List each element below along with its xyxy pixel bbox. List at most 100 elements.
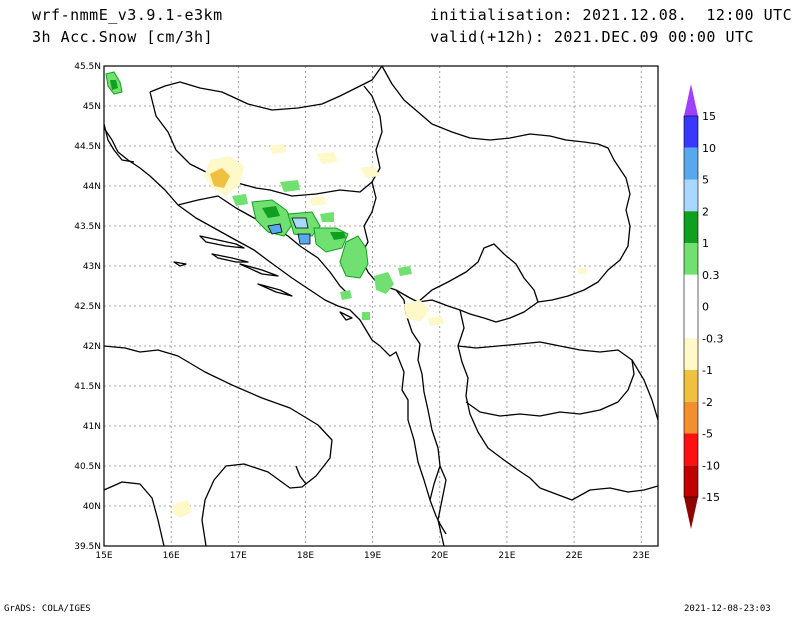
colorbar-swatch — [684, 211, 698, 243]
colorbar-swatch — [684, 147, 698, 180]
snow-patch — [330, 232, 346, 240]
lat-tick-label: 42N — [83, 342, 101, 352]
colorbar-frame — [683, 115, 699, 498]
snow-patch — [297, 233, 311, 245]
map-gridlines — [104, 66, 658, 546]
italy-heel — [295, 465, 307, 485]
island — [173, 261, 187, 267]
north-border — [149, 66, 383, 111]
colorbar-swatch — [684, 338, 698, 370]
lat-tick-label: 45N — [83, 102, 101, 112]
lat-tick-label: 43N — [83, 262, 101, 272]
lon-tick-label: 22E — [565, 551, 582, 561]
lon-tick-label: 23E — [633, 551, 650, 561]
valid-time: valid(+12h): 2021.DEC.09 00:00 UTC — [430, 28, 755, 46]
border-kosovo — [417, 243, 539, 323]
snow-accumulation-shading — [105, 71, 586, 518]
colorbar-swatch — [684, 401, 698, 434]
border-greece-bulgaria — [631, 359, 658, 421]
greek-coast — [539, 485, 658, 501]
lat-tick-label: 44.5N — [74, 142, 101, 152]
island — [211, 253, 249, 263]
adriatic-east-coastline — [104, 127, 447, 535]
snow-patch — [428, 316, 444, 326]
colorbar-label: 5 — [702, 174, 709, 187]
colorbar-swatch — [684, 243, 698, 275]
snow-patch — [310, 196, 326, 206]
snow-patch — [270, 144, 286, 154]
snow-patch — [280, 180, 300, 192]
island — [199, 235, 245, 249]
snow-patch — [398, 266, 412, 276]
colorbar-label: -2 — [702, 396, 713, 409]
italy-coastline — [104, 345, 333, 546]
lat-tick-label: 44N — [83, 182, 101, 192]
colorbar-label: 1 — [702, 237, 709, 250]
lon-tick-label: 21E — [498, 551, 515, 561]
colorbar-swatch — [684, 274, 698, 307]
snow-patch — [110, 80, 118, 90]
lat-tick-label: 40.5N — [74, 462, 101, 472]
colorbar-swatch — [684, 84, 698, 116]
init-time: initialisation: 2021.12.08. 12:00 UTC — [430, 6, 793, 24]
snow-patch — [251, 199, 295, 237]
coastlines-borders — [104, 66, 658, 546]
corfu-area — [437, 465, 447, 546]
credit-label: GrADS: COLA/IGES — [4, 604, 91, 614]
lon-tick-label: 16E — [163, 551, 180, 561]
snow-patch — [362, 312, 370, 320]
snow-patch — [374, 272, 394, 294]
snow-patch — [172, 500, 192, 518]
colorbar-label: 0 — [702, 301, 709, 314]
lat-tick-label: 42.5N — [74, 302, 101, 312]
border-north-macedonia — [457, 341, 635, 417]
colorbar-swatch — [684, 497, 698, 529]
lat-tick-label: 45.5N — [74, 62, 101, 72]
lon-tick-label: 18E — [297, 551, 314, 561]
lat-tick-label: 39.5N — [74, 542, 101, 552]
istria-coast — [104, 123, 135, 163]
snow-patch — [320, 212, 334, 222]
colorbar-swatch — [684, 306, 698, 339]
snow-patch — [232, 194, 248, 206]
italy-coast-south — [104, 481, 165, 546]
colorbar-label: -0.3 — [702, 332, 723, 345]
lon-tick-label: 15E — [95, 551, 112, 561]
map-frame — [103, 65, 659, 547]
lat-tick-label: 40N — [83, 502, 101, 512]
colorbar-label: 15 — [702, 110, 716, 123]
colorbar-label: -5 — [702, 428, 713, 441]
colorbar-swatch — [684, 465, 698, 497]
timestamp-label: 2021-12-08-23:03 — [684, 604, 771, 614]
colorbar-label: -1 — [702, 364, 713, 377]
island — [339, 311, 353, 321]
colorbar-swatch — [684, 116, 698, 148]
snow-patch — [313, 227, 349, 253]
colorbar-swatch — [684, 433, 698, 466]
lat-tick-label: 43.5N — [74, 222, 101, 232]
colorbar-label: 2 — [702, 205, 709, 218]
colorbar-label: 10 — [702, 142, 716, 155]
border-albania-east — [457, 309, 541, 489]
lon-tick-label: 20E — [431, 551, 448, 561]
snow-patch — [360, 166, 380, 178]
lat-tick-label: 41N — [83, 422, 101, 432]
field-title: 3h Acc.Snow [cm/3h] — [32, 28, 214, 46]
snow-patch — [291, 217, 309, 229]
model-title: wrf-nmmE_v3.9.1-e3km — [32, 6, 223, 24]
snow-patch — [267, 223, 283, 235]
colorbar-label: -10 — [702, 459, 720, 472]
snow-patch — [340, 290, 352, 300]
colorbar-swatch — [684, 370, 698, 402]
colorbar: 15 10 5 2 1 0.3 0 -0.3 -1 -2 -5 -10 -15 — [683, 84, 723, 529]
longitude-tick-labels: 15E 16E 17E 18E 19E 20E 21E 22E 23E — [95, 551, 650, 561]
island — [257, 283, 293, 297]
lon-tick-label: 17E — [230, 551, 247, 561]
snow-patch — [578, 268, 586, 274]
lon-tick-label: 19E — [364, 551, 381, 561]
colorbar-label: -15 — [702, 491, 720, 504]
snow-patch — [339, 235, 369, 279]
border-serbia-east — [381, 66, 631, 303]
snow-patch — [210, 168, 230, 188]
